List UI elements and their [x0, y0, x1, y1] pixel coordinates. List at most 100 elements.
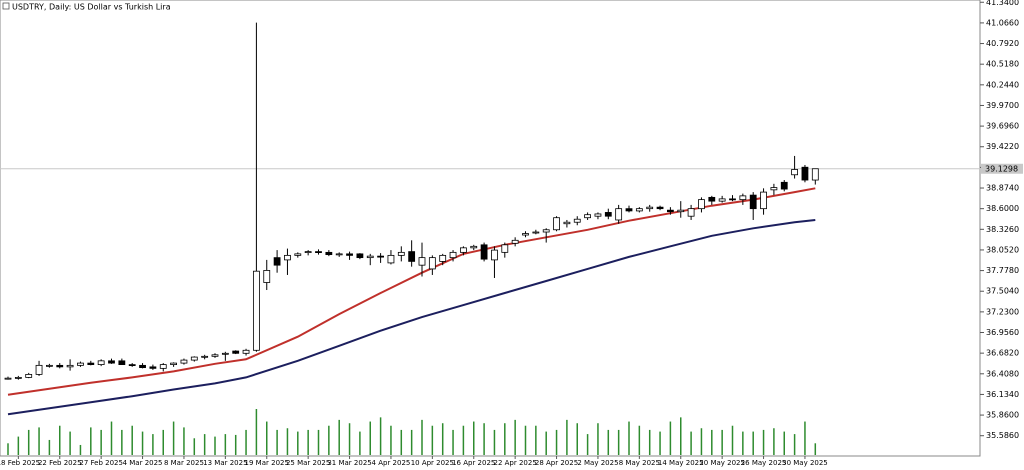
- candle-body: [625, 208, 633, 212]
- volume-bar: [141, 431, 144, 455]
- candle-body: [594, 213, 602, 217]
- candle-body: [242, 349, 250, 354]
- candle-body: [87, 362, 95, 366]
- y-tick-label: 39.4220: [986, 142, 1019, 151]
- volume-bar: [452, 429, 454, 455]
- volume-bar: [100, 429, 102, 455]
- candle-body: [97, 360, 105, 366]
- volume-bar: [731, 425, 734, 455]
- x-tick-label: 25 Mar 2025: [286, 459, 330, 467]
- volume-bar: [110, 421, 113, 455]
- last-price-label: 39.1298: [985, 164, 1018, 173]
- x-tick-label: 18 Feb 2025: [0, 459, 40, 467]
- volume-bar: [721, 429, 723, 455]
- candle-body: [408, 251, 416, 262]
- candle-body: [170, 362, 178, 366]
- x-tick-label: 19 Mar 2025: [245, 459, 289, 467]
- candle-body: [760, 191, 767, 210]
- volume-bar: [328, 425, 330, 455]
- candle-body: [397, 251, 405, 256]
- volume-bar: [152, 434, 154, 455]
- candle-body: [346, 253, 353, 256]
- volume-bar: [462, 425, 465, 455]
- y-tick-label: 35.5860: [986, 431, 1019, 440]
- volume-bar: [38, 427, 40, 455]
- candle-body: [108, 360, 115, 364]
- candle-body: [252, 270, 260, 351]
- volume-bar: [680, 417, 682, 455]
- volume-bar: [183, 427, 185, 455]
- chart-title: USDTRY, Daily: US Dollar vs Turkish Lira: [12, 3, 171, 12]
- candle-body: [635, 208, 643, 212]
- volume-bar: [762, 429, 765, 455]
- volume-bar: [473, 421, 475, 455]
- volume-bar: [17, 436, 20, 455]
- y-tick-label: 37.5040: [986, 287, 1019, 296]
- x-tick-label: 14 May 2025: [658, 459, 704, 467]
- volume-bar: [307, 429, 309, 455]
- volume-bar: [628, 421, 630, 455]
- candle-body: [729, 198, 736, 201]
- candle-body: [325, 251, 333, 256]
- volume-bar: [524, 425, 527, 455]
- volume-bar: [690, 431, 692, 455]
- y-tick-label: 40.7920: [986, 39, 1019, 48]
- candle-body: [273, 257, 281, 266]
- x-tick-label: 4 Apr 2025: [372, 459, 411, 467]
- y-tick-label: 38.3260: [986, 225, 1019, 234]
- x-tick-label: 30 May 2025: [782, 459, 828, 467]
- volume-bar: [276, 429, 278, 455]
- volume-bar: [545, 431, 547, 455]
- candle-body: [532, 231, 540, 234]
- x-tick-label: 28 Apr 2025: [535, 459, 578, 467]
- y-tick-label: 38.0520: [986, 245, 1019, 254]
- last-price-box: [981, 163, 1023, 174]
- volume-bar: [79, 444, 82, 455]
- volume-bar: [555, 429, 558, 455]
- candle-body: [573, 218, 581, 223]
- y-tick-label: 39.9700: [986, 101, 1019, 110]
- volume-bar: [493, 429, 496, 455]
- candle-body: [14, 377, 22, 379]
- candle-body: [780, 181, 788, 190]
- candle-body: [791, 169, 798, 176]
- volume-bar: [597, 423, 599, 455]
- volume-bar: [566, 419, 568, 455]
- plot-frame: [0, 0, 981, 457]
- volume-bar: [234, 434, 237, 455]
- volume-bar: [121, 429, 123, 455]
- volume-bar: [255, 409, 258, 455]
- x-tick-label: 4 Mar 2025: [123, 459, 163, 467]
- candle-body: [687, 208, 695, 217]
- volume-bar: [286, 428, 289, 455]
- candle-body: [470, 245, 478, 249]
- candle-body: [811, 168, 819, 181]
- volume-bar: [90, 427, 92, 455]
- volume-bar: [69, 431, 71, 455]
- candle-body: [128, 364, 136, 367]
- symbol-icon: [2, 2, 10, 10]
- volume-bar: [814, 443, 817, 455]
- candle-body: [35, 364, 43, 375]
- candle-body: [801, 166, 809, 181]
- volume-bar: [752, 431, 754, 455]
- volume-bar: [400, 429, 403, 455]
- candle-body: [263, 270, 271, 283]
- volume-bar: [214, 436, 216, 455]
- candle-body: [491, 249, 498, 261]
- candle-body: [428, 257, 436, 270]
- candle-body: [201, 355, 209, 358]
- candle-body: [190, 356, 198, 361]
- y-tick-label: 36.4080: [986, 369, 1019, 378]
- x-tick-label: 26 May 2025: [741, 459, 787, 467]
- candle-body: [739, 195, 747, 201]
- candle-body: [221, 352, 229, 355]
- candle-body: [708, 196, 716, 202]
- candle-body: [46, 364, 53, 367]
- y-tick-label: 37.2300: [986, 307, 1019, 316]
- volume-bar: [483, 423, 485, 455]
- y-tick-label: 37.7780: [986, 266, 1019, 275]
- x-tick-label: 8 May 2025: [619, 459, 660, 467]
